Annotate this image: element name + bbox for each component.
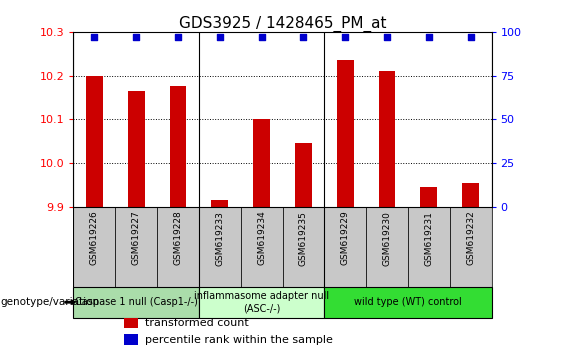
Point — [90, 34, 99, 40]
Bar — [86, 75, 103, 207]
Bar — [115, 207, 157, 287]
Bar — [282, 207, 324, 287]
Bar — [253, 119, 270, 207]
Bar — [199, 207, 241, 287]
Bar — [241, 207, 282, 287]
Point — [257, 34, 266, 40]
Bar — [211, 200, 228, 207]
Bar — [379, 71, 395, 207]
Bar — [462, 183, 479, 207]
Bar — [73, 207, 115, 287]
Bar — [324, 287, 492, 318]
Text: GSM619234: GSM619234 — [257, 211, 266, 266]
Bar — [128, 91, 145, 207]
Text: GSM619229: GSM619229 — [341, 211, 350, 266]
Bar — [295, 143, 312, 207]
Bar — [450, 207, 492, 287]
Bar — [73, 287, 199, 318]
Text: GSM619231: GSM619231 — [424, 211, 433, 266]
Bar — [420, 187, 437, 207]
Point — [341, 34, 350, 40]
Text: genotype/variation: genotype/variation — [1, 297, 99, 307]
Text: GSM619235: GSM619235 — [299, 211, 308, 266]
Point — [215, 34, 224, 40]
Text: GSM619227: GSM619227 — [132, 211, 141, 266]
Point — [466, 34, 475, 40]
Text: GSM619226: GSM619226 — [90, 211, 99, 266]
Bar — [124, 317, 138, 327]
Text: wild type (WT) control: wild type (WT) control — [354, 297, 462, 307]
Bar — [324, 207, 366, 287]
Point — [299, 34, 308, 40]
Point — [424, 34, 433, 40]
Text: inflammasome adapter null
(ASC-/-): inflammasome adapter null (ASC-/-) — [194, 291, 329, 313]
Text: GSM619232: GSM619232 — [466, 211, 475, 266]
Bar — [408, 207, 450, 287]
Bar — [199, 287, 324, 318]
Bar — [157, 207, 199, 287]
Text: Caspase 1 null (Casp1-/-): Caspase 1 null (Casp1-/-) — [75, 297, 198, 307]
Bar — [366, 207, 408, 287]
Title: GDS3925 / 1428465_PM_at: GDS3925 / 1428465_PM_at — [179, 16, 386, 32]
Text: GSM619230: GSM619230 — [383, 211, 392, 266]
Text: GSM619228: GSM619228 — [173, 211, 182, 266]
Point — [132, 34, 141, 40]
Point — [383, 34, 392, 40]
Text: GSM619233: GSM619233 — [215, 211, 224, 266]
Bar — [170, 86, 186, 207]
Text: transformed count: transformed count — [145, 318, 248, 328]
Point — [173, 34, 182, 40]
Text: percentile rank within the sample: percentile rank within the sample — [145, 335, 332, 345]
Bar — [124, 334, 138, 344]
Bar — [337, 60, 354, 207]
